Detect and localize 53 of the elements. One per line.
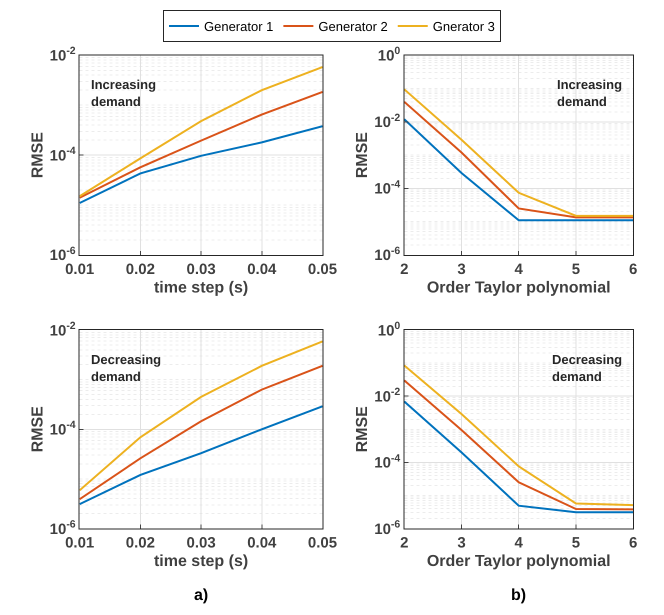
x-tick-label: 5	[572, 534, 580, 552]
x-tick-label: 3	[457, 534, 466, 552]
y-tick-label: 10$^{-4}$	[374, 178, 400, 198]
x-tick-label: 4	[514, 260, 524, 278]
line-series	[80, 66, 322, 198]
y-tick-label: 10$^{-4}$	[374, 452, 400, 472]
y-axis-title: RMSE	[354, 132, 372, 178]
x-tick-label: 0.02	[126, 260, 155, 278]
y-tick-label: 10$^{-4}$	[50, 145, 76, 164]
legend-label: Generator 2	[318, 19, 388, 34]
x-axis-title: Order Taylor polynomial	[426, 553, 611, 570]
annotation: Decreasing demand	[91, 352, 162, 384]
x-tick-label: 0.04	[247, 534, 278, 552]
line-series	[404, 400, 634, 514]
annotation: Decreasing demand	[552, 352, 622, 384]
y-tick-label: 10$^{-6}$	[374, 518, 400, 538]
x-tick-label: 0.05	[308, 260, 338, 278]
x-tick-label: 0.03	[186, 534, 216, 552]
text: b)	[511, 587, 526, 604]
y-tick-label: 10$^{0}$	[378, 320, 400, 340]
legend-label: Gnerator 3	[432, 19, 495, 34]
y-axis-title: RMSE	[30, 406, 47, 452]
y-axis-title: RMSE	[354, 406, 372, 452]
y-axis-title: RMSE	[30, 132, 47, 178]
text: a)	[194, 587, 208, 604]
line-series	[80, 405, 322, 506]
y-tick-label: 10$^{-2}$	[50, 45, 76, 65]
x-tick-label: 6	[628, 534, 638, 552]
x-tick-label: 6	[628, 260, 638, 278]
y-tick-label: 10$^{-4}$	[50, 419, 76, 439]
annotation: Increasing demand	[91, 77, 156, 109]
y-tick-label: 10$^{-6}$	[374, 244, 400, 264]
x-tick-label: 2	[400, 534, 408, 552]
x-tick-label: 0.05	[308, 534, 338, 552]
x-tick-label: 4	[514, 534, 524, 552]
legend-label: Generator 1	[204, 19, 274, 34]
x-tick-label: 0.03	[186, 260, 216, 278]
x-tick-label: 0.02	[126, 534, 155, 552]
x-axis-title: time step (s)	[154, 553, 248, 570]
y-tick-label: 10$^{-2}$	[374, 386, 400, 406]
x-axis-title: time step (s)	[154, 280, 248, 297]
x-tick-label: 0.04	[247, 260, 278, 278]
x-tick-label: 3	[457, 260, 466, 278]
line-series	[80, 90, 322, 199]
x-tick-label: 2	[400, 260, 408, 278]
y-tick-label: 10$^{-2}$	[50, 320, 76, 340]
line-series	[80, 340, 322, 492]
y-tick-label: 10$^{0}$	[378, 45, 400, 65]
x-axis-title: Order Taylor polynomial	[426, 280, 611, 297]
x-tick-label: 5	[572, 260, 580, 278]
annotation: Increasing demand	[557, 77, 622, 109]
y-tick-label: 10$^{-2}$	[374, 112, 400, 132]
line-series	[80, 125, 322, 204]
